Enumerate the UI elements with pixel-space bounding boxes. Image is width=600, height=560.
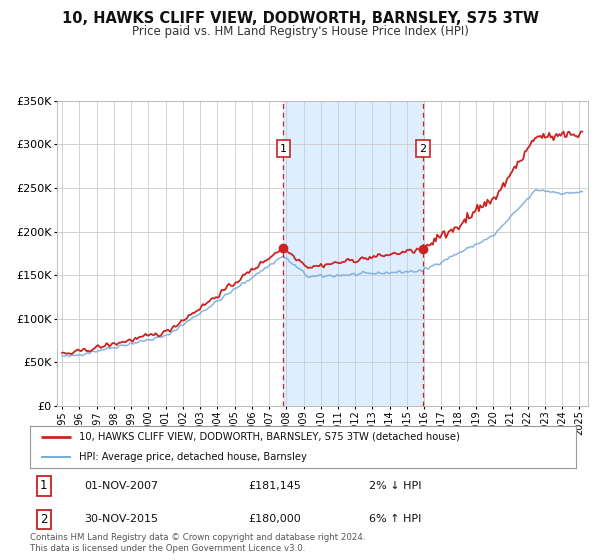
Text: 1: 1 <box>280 144 287 154</box>
Text: 10, HAWKS CLIFF VIEW, DODWORTH, BARNSLEY, S75 3TW: 10, HAWKS CLIFF VIEW, DODWORTH, BARNSLEY… <box>62 11 539 26</box>
Text: 01-NOV-2007: 01-NOV-2007 <box>85 481 159 491</box>
Text: 10, HAWKS CLIFF VIEW, DODWORTH, BARNSLEY, S75 3TW (detached house): 10, HAWKS CLIFF VIEW, DODWORTH, BARNSLEY… <box>79 432 460 442</box>
Text: 2: 2 <box>40 513 47 526</box>
Bar <box>283 101 423 406</box>
Text: £180,000: £180,000 <box>248 515 301 524</box>
Text: 30-NOV-2015: 30-NOV-2015 <box>85 515 158 524</box>
Text: £181,145: £181,145 <box>248 481 301 491</box>
Text: 2% ↓ HPI: 2% ↓ HPI <box>368 481 421 491</box>
Text: Contains HM Land Registry data © Crown copyright and database right 2024.
This d: Contains HM Land Registry data © Crown c… <box>30 533 365 553</box>
Text: 2: 2 <box>419 144 427 154</box>
Text: 1: 1 <box>40 479 47 492</box>
Text: Price paid vs. HM Land Registry's House Price Index (HPI): Price paid vs. HM Land Registry's House … <box>131 25 469 38</box>
Text: HPI: Average price, detached house, Barnsley: HPI: Average price, detached house, Barn… <box>79 452 307 462</box>
Text: 6% ↑ HPI: 6% ↑ HPI <box>368 515 421 524</box>
